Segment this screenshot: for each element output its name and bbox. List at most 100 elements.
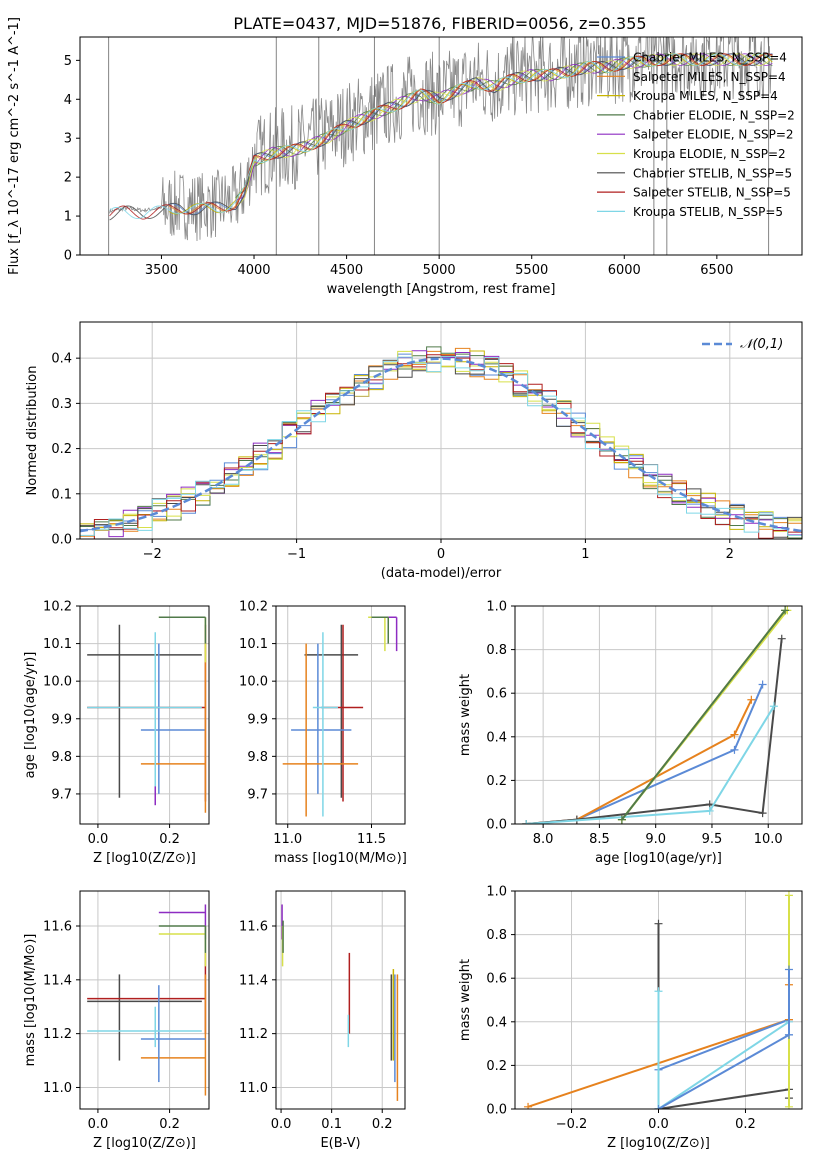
- point-marker-chabrier_miles: [758, 680, 767, 689]
- y-tick-label: 11.6: [43, 919, 72, 934]
- axes-frame: [514, 890, 803, 1110]
- y-tick-label: 0.8: [486, 928, 507, 943]
- panel-mass_vs_EBV: 0.0 0.1 0.2 11.0 11.2 11.4 11.6 E(B-V): [239, 890, 406, 1151]
- series-line-chabrier_stelib: [657, 923, 790, 1109]
- point-marker-chabrier_stelib: [777, 634, 786, 643]
- y-tick-label: 2: [64, 171, 72, 186]
- plot-area: [87, 904, 207, 1096]
- x-tick-label: 1: [581, 547, 589, 562]
- x-tick-label: 5000: [423, 263, 456, 278]
- legend-label: Salpeter STELIB, N_SSP=5: [633, 186, 791, 200]
- y-tick-label: 9.7: [247, 787, 268, 802]
- point-marker-kroupa_stelib: [769, 702, 778, 711]
- y-tick-label: 0.1: [51, 487, 72, 502]
- y-tick-label: 4: [64, 93, 72, 108]
- x-tick-label: 2: [726, 547, 734, 562]
- x-axis-label: Z [log10(Z/Z⊙)]: [607, 1136, 710, 1151]
- y-tick-label: 11.4: [239, 973, 268, 988]
- x-tick-label: 6500: [700, 263, 733, 278]
- series-line-chabrier_elodie: [621, 609, 786, 821]
- x-tick-label: 10.0: [754, 832, 783, 847]
- point-marker-kroupa_stelib: [705, 806, 714, 815]
- x-axis-label: mass [log10(M/M⊙)]: [274, 851, 407, 866]
- histogram-kroupa_stelib: [80, 355, 802, 536]
- panel-residuals: −2 −1 0 1 2 0.0 0.1 0.2 0.3 0.4 (data-model)/error…: [25, 321, 803, 581]
- y-tick-label: 9.9: [51, 712, 72, 727]
- y-axis-label: mass [log10(M/M⊙)]: [23, 934, 38, 1067]
- x-tick-label: 11.0: [273, 832, 302, 847]
- x-tick-label: 0.0: [648, 1117, 669, 1132]
- observed-spectrum-line: [109, 37, 773, 242]
- y-tick-label: 1.0: [486, 600, 507, 615]
- x-tick-label: 0.2: [372, 1117, 393, 1132]
- plot-area: [108, 37, 773, 255]
- y-tick-label: 0.2: [486, 774, 507, 789]
- legend-label: Salpeter ELODIE, N_SSP=2: [633, 128, 794, 142]
- plot-area: [522, 606, 792, 824]
- y-tick-label: 11.2: [43, 1027, 72, 1042]
- x-tick-label: 0.2: [159, 832, 180, 847]
- axes-frame: [79, 36, 803, 256]
- y-tick-label: 0.0: [486, 818, 507, 833]
- x-axis-label: age [log10(age/yr)]: [595, 851, 722, 866]
- figure-title: PLATE=0437, MJD=51876, FIBERID=0056, z=0…: [233, 14, 646, 33]
- x-tick-label: 0.0: [88, 832, 109, 847]
- gaussian-curve: [80, 357, 802, 533]
- legend-label: Chabrier ELODIE, N_SSP=2: [633, 108, 795, 122]
- point-marker-chabrier_elodie: [781, 606, 790, 615]
- axes-frame: [275, 890, 406, 1110]
- y-tick-label: 0.4: [486, 730, 507, 745]
- axes-frame: [79, 321, 803, 540]
- y-tick-label: 0.6: [486, 687, 507, 702]
- y-tick-label: 9.8: [51, 750, 72, 765]
- y-tick-label: 0.0: [486, 1103, 507, 1118]
- x-tick-label: 8.0: [533, 832, 554, 847]
- y-axis-label: age [log10(age/yr)]: [23, 652, 38, 779]
- x-tick-label: 6000: [608, 263, 641, 278]
- panel-massweight_vs_age: 8.0 8.5 9.0 9.5 10.0 0.0 0.2 0.4 0.6 0.8 1.0 age [l…: [458, 600, 803, 866]
- y-tick-label: 0: [64, 249, 72, 264]
- x-tick-label: 3500: [145, 263, 178, 278]
- y-tick-label: 10.0: [43, 675, 72, 690]
- panel-massweight_vs_Z: −0.2 0.0 0.2 0.0 0.2 0.4 0.6 0.8 1.0 Z [log10(Z/Z…: [458, 885, 803, 1151]
- spectrum-legend: Chabrier MILES, N_SSP=4 Salpeter MILES, N…: [597, 51, 795, 219]
- y-axis-label: Flux [f_λ 10^-17 erg cm^-2 s^-1 A^-1]: [7, 17, 22, 275]
- panel-mass_vs_Z: 0.0 0.2 11.0 11.2 11.4 11.6 Z [log10(Z/Z⊙)] mas…: [23, 890, 210, 1151]
- y-tick-label: 0.8: [486, 643, 507, 658]
- y-tick-label: 11.2: [239, 1027, 268, 1042]
- x-tick-label: 0.2: [735, 1117, 756, 1132]
- model-line-chabrier_elodie: [235, 53, 773, 199]
- point-marker-kroupa_elodie: [784, 1102, 793, 1109]
- y-axis-label: mass weight: [458, 959, 473, 1041]
- legend-label-gaussian: 𝒩(0,1): [740, 337, 783, 352]
- x-tick-label: 4500: [330, 263, 363, 278]
- histogram-chabrier_elodie: [80, 346, 802, 539]
- legend-label: Chabrier MILES, N_SSP=4: [633, 51, 787, 65]
- x-tick-label: 8.5: [589, 832, 610, 847]
- panel-age_vs_Z: 0.0 0.2 9.7 9.8 9.9 10.0 10.1 10.2 Z [log10(Z/Z⊙…: [23, 600, 210, 866]
- y-tick-label: 10.0: [239, 675, 268, 690]
- y-tick-label: 5: [64, 54, 72, 69]
- x-axis-label: wavelength [Angstrom, rest frame]: [327, 282, 556, 297]
- point-marker-kroupa_elodie: [784, 891, 793, 900]
- point-marker-chabrier_miles: [730, 745, 739, 754]
- point-marker-chabrier_miles: [784, 965, 793, 974]
- series-line-chabrier_miles: [658, 1034, 790, 1109]
- x-tick-label: 0.0: [88, 1117, 109, 1132]
- x-tick-label: −1: [287, 547, 306, 562]
- plot-area: [281, 904, 399, 1101]
- panel-spectrum: 3500 4000 4500 5000 5500 6000 6500 0 1 2 3 4 5 wavele…: [7, 17, 803, 297]
- y-tick-label: 9.8: [247, 750, 268, 765]
- series-line-kroupa_stelib: [657, 991, 790, 1109]
- point-marker-kroupa_stelib: [654, 987, 663, 996]
- point-marker-chabrier_miles: [784, 1030, 793, 1039]
- point-marker-salpeter_miles: [524, 1102, 533, 1109]
- axes-frame: [514, 605, 803, 825]
- legend-label: Salpeter MILES, N_SSP=4: [633, 70, 786, 84]
- x-axis-label: Z [log10(Z/Z⊙)]: [93, 851, 196, 866]
- axes-frame: [79, 605, 210, 825]
- plot-area: [80, 346, 802, 539]
- x-tick-label: 9.5: [702, 832, 723, 847]
- y-tick-label: 10.2: [43, 600, 72, 615]
- point-marker-chabrier_stelib: [758, 809, 767, 818]
